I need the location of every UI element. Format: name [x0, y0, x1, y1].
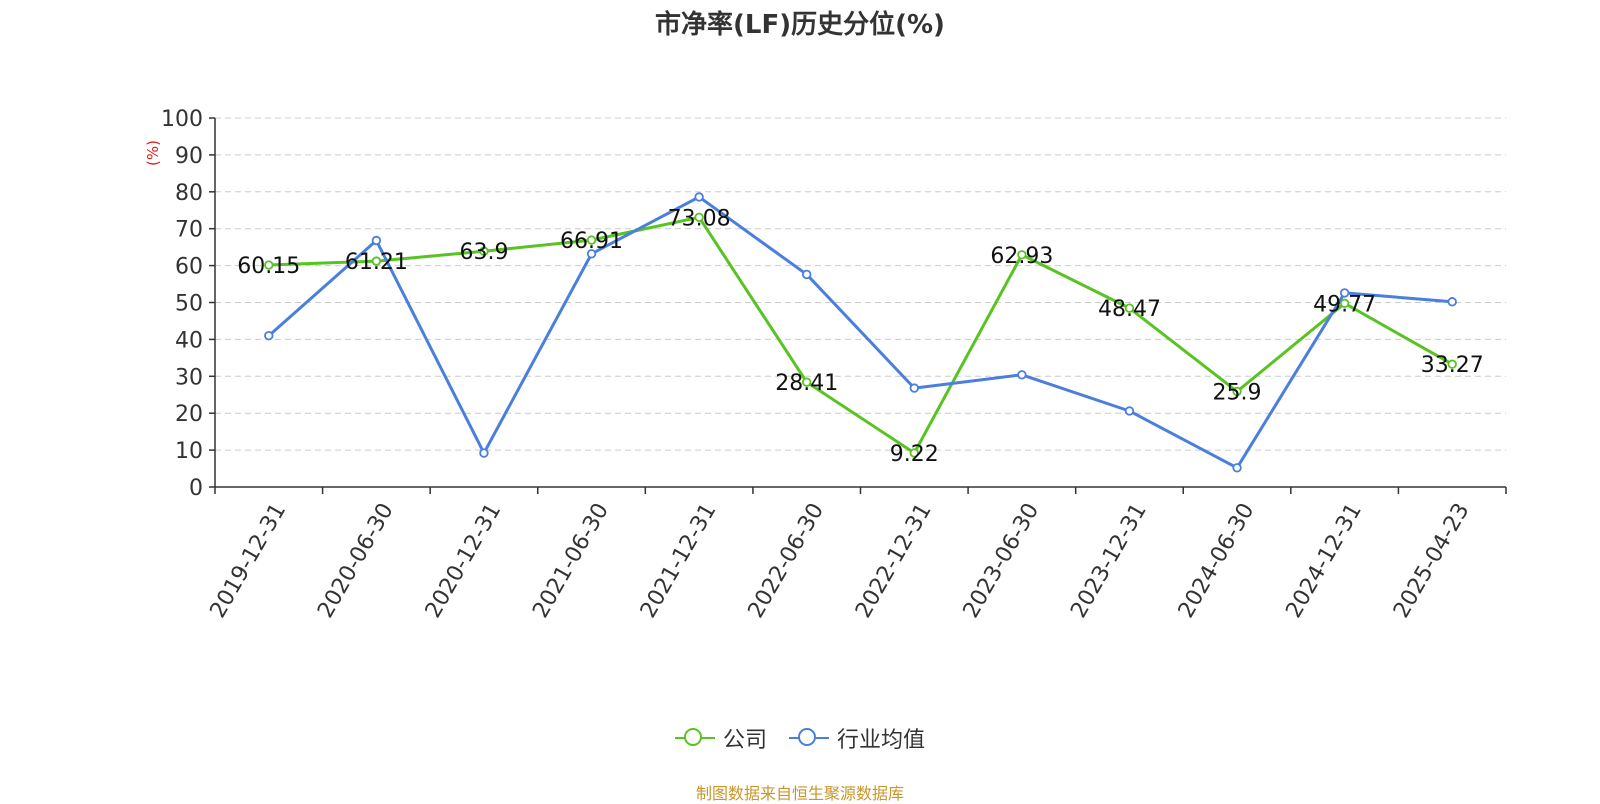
x-tick-label: 2021-12-31	[636, 499, 722, 622]
data-label: 66.91	[560, 229, 623, 254]
legend-label-industry-average: 行业均值	[837, 728, 926, 753]
source-note: 制图数据来自恒生聚源数据库	[695, 784, 904, 803]
data-label: 73.08	[668, 206, 731, 231]
y-tick-label: 30	[175, 365, 203, 390]
data-label: 49.77	[1313, 292, 1376, 317]
data-point	[909, 448, 919, 458]
x-tick-label: 2021-06-30	[528, 499, 614, 622]
legend-swatch-company	[674, 728, 715, 748]
x-tick-label: 2019-12-31	[206, 499, 292, 622]
x-tick-label: 2020-12-31	[421, 499, 507, 622]
gridlines	[215, 117, 1506, 451]
x-tick-label: 2023-12-31	[1066, 499, 1152, 622]
x-tick-label: 2020-06-30	[313, 499, 399, 622]
data-point	[802, 269, 812, 280]
data-point	[264, 260, 274, 270]
data-label: 33.27	[1421, 353, 1484, 378]
y-tick-label: 60	[175, 255, 203, 280]
y-tick-label: 50	[175, 292, 203, 317]
data-point	[479, 246, 489, 256]
data-point	[1124, 303, 1135, 313]
data-point	[479, 448, 489, 458]
data-point	[694, 192, 704, 202]
y-tick-label: 80	[175, 181, 203, 206]
y-tick-label: 10	[175, 439, 203, 464]
y-tick-label: 70	[175, 218, 203, 243]
y-tick-label: 20	[175, 402, 203, 427]
data-point	[694, 212, 704, 223]
legend-item-industry-average[interactable]: 行业均值	[789, 722, 925, 754]
data-labels: 60.15 61.21 63.9 66.91 73.08 28.41 9.22 62.93 48…	[237, 206, 1483, 467]
data-point	[371, 256, 382, 266]
legend-item-company[interactable]: 公司	[674, 722, 767, 754]
data-point	[1232, 463, 1242, 473]
data-point	[1232, 386, 1242, 397]
data-point	[1339, 288, 1350, 298]
x-tick-label: 2022-12-31	[851, 499, 937, 622]
data-point	[1124, 406, 1135, 416]
data-point	[1339, 298, 1350, 309]
data-label: 48.47	[1098, 297, 1161, 322]
data-point	[586, 249, 597, 259]
legend-label-company: 公司	[722, 728, 767, 753]
x-tick-label: 2022-06-30	[743, 499, 829, 622]
y-axis-label: (%)	[144, 140, 162, 166]
data-point	[909, 383, 919, 393]
data-label: 63.9	[459, 240, 508, 265]
data-point	[1447, 297, 1457, 307]
x-tick-label: 2024-06-30	[1174, 499, 1260, 622]
x-tick-label: 2023-06-30	[959, 499, 1045, 622]
y-tick-label: 90	[175, 144, 203, 169]
data-label: 9.22	[890, 442, 939, 467]
data-label: 60.15	[237, 254, 300, 279]
data-point	[586, 235, 597, 245]
data-label: 28.41	[775, 371, 838, 396]
series-line-0	[268, 215, 1453, 455]
x-tick-label: 2025-04-23	[1389, 499, 1475, 622]
y-tick-label: 40	[175, 328, 203, 353]
y-tick-label: 100	[161, 107, 203, 132]
series-line-1	[267, 195, 1453, 470]
data-point	[264, 331, 274, 341]
data-point	[1447, 359, 1457, 369]
data-label: 61.21	[345, 250, 408, 275]
legend: 公司 行业均值	[0, 722, 1600, 754]
data-point	[1017, 250, 1027, 260]
data-point	[802, 377, 812, 387]
y-tick-label: 0	[189, 476, 203, 501]
data-point	[1017, 370, 1027, 380]
legend-swatch-industry-average	[789, 728, 829, 748]
data-point	[371, 235, 382, 246]
data-label: 25.9	[1213, 380, 1262, 405]
x-tick-label: 2024-12-31	[1281, 499, 1367, 622]
data-label: 62.93	[990, 244, 1053, 269]
chart-title: 市净率(LF)历史分位(%)	[655, 10, 945, 40]
series	[264, 192, 1457, 473]
